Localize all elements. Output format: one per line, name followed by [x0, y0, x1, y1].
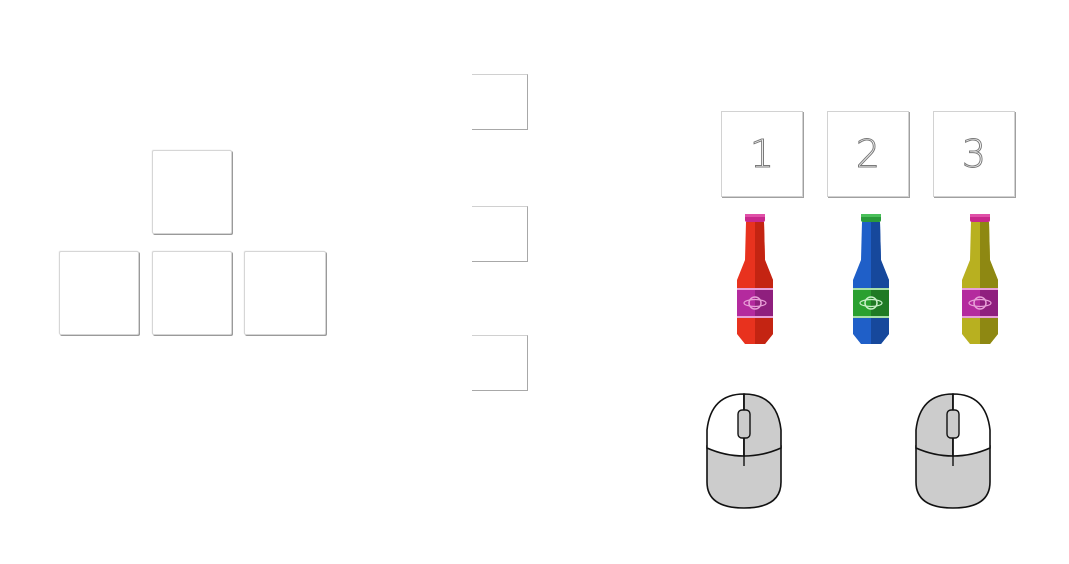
arrow-key-right[interactable]: [244, 251, 326, 335]
number-key-3-label: 3: [961, 132, 987, 177]
side-key-3[interactable]: [472, 335, 528, 391]
number-key-3[interactable]: 3: [933, 111, 1015, 197]
yellow-bottle-icon: [962, 214, 998, 344]
blue-bottle-icon: [853, 214, 889, 344]
mouse-left-click-icon: [706, 393, 782, 509]
arrow-key-left[interactable]: [59, 251, 139, 335]
number-key-2[interactable]: 2: [827, 111, 909, 197]
number-key-1-label: 1: [749, 132, 775, 177]
side-key-1[interactable]: [472, 74, 528, 130]
red-bottle-icon: [737, 214, 773, 344]
arrow-key-up[interactable]: [152, 150, 232, 234]
side-key-2[interactable]: [472, 206, 528, 262]
number-key-1[interactable]: 1: [721, 111, 803, 197]
mouse-right-click-icon: [915, 393, 991, 509]
number-key-2-label: 2: [855, 132, 881, 177]
arrow-key-down[interactable]: [152, 251, 232, 335]
